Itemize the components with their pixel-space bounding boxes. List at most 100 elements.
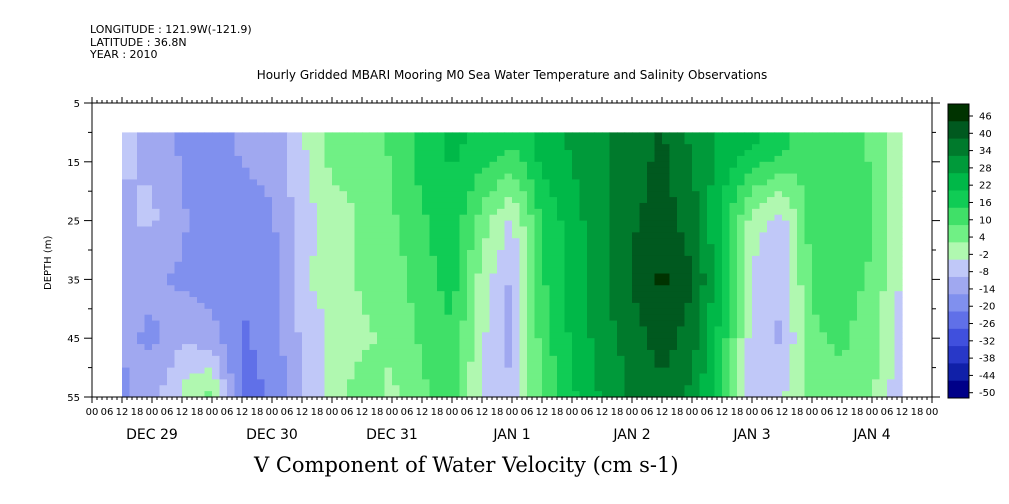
heat-cell bbox=[602, 191, 611, 198]
heat-cell bbox=[452, 138, 461, 145]
heat-cell bbox=[669, 273, 678, 280]
heat-cell bbox=[684, 138, 693, 145]
heat-cell bbox=[302, 197, 311, 204]
heat-cell bbox=[654, 344, 663, 351]
heat-cell bbox=[174, 385, 183, 392]
heat-cell bbox=[369, 385, 378, 392]
heat-cell bbox=[362, 197, 371, 204]
heat-cell bbox=[587, 197, 596, 204]
heat-cell bbox=[602, 220, 611, 228]
heat-cell bbox=[654, 173, 663, 181]
heat-cell bbox=[797, 161, 806, 169]
heat-cell bbox=[819, 367, 828, 375]
heat-cell bbox=[332, 314, 341, 322]
heat-cell bbox=[894, 220, 903, 228]
heat-cell bbox=[302, 244, 311, 251]
heat-cell bbox=[519, 273, 528, 280]
heat-cell bbox=[137, 220, 146, 228]
heat-cell bbox=[219, 349, 228, 357]
heat-cell bbox=[684, 132, 693, 139]
heat-cell bbox=[677, 238, 686, 245]
heat-cell bbox=[842, 214, 851, 222]
heat-cell bbox=[489, 220, 498, 228]
heat-cell bbox=[167, 285, 176, 292]
heat-cell bbox=[287, 367, 296, 375]
heat-cell bbox=[842, 273, 851, 280]
heat-cell bbox=[347, 255, 356, 263]
heat-cell bbox=[819, 344, 828, 351]
heat-cell bbox=[542, 349, 551, 357]
heat-cell bbox=[759, 385, 768, 392]
heat-cell bbox=[834, 155, 843, 163]
heat-cell bbox=[287, 291, 296, 298]
heat-cell bbox=[774, 132, 783, 139]
heat-cell bbox=[797, 297, 806, 304]
heat-cell bbox=[594, 232, 603, 239]
heat-cell bbox=[662, 320, 671, 328]
heat-cell bbox=[572, 208, 581, 216]
heat-cell bbox=[594, 214, 603, 222]
heat-cell bbox=[609, 150, 618, 157]
heat-cell bbox=[174, 367, 183, 375]
heat-cell bbox=[782, 255, 791, 263]
heat-cell bbox=[572, 261, 581, 269]
heat-cell bbox=[317, 349, 326, 357]
heat-cell bbox=[354, 150, 363, 157]
heat-cell bbox=[587, 144, 596, 151]
heat-cell bbox=[692, 302, 701, 310]
heat-cell bbox=[729, 297, 738, 304]
heat-cell bbox=[212, 197, 221, 204]
heat-cell bbox=[624, 361, 633, 369]
heat-cell bbox=[407, 332, 416, 339]
heat-cell bbox=[752, 144, 761, 151]
heat-cell bbox=[737, 220, 746, 228]
heat-cell bbox=[287, 155, 296, 163]
heat-cell bbox=[219, 302, 228, 310]
heat-cell bbox=[324, 291, 333, 298]
heat-cell bbox=[309, 144, 318, 151]
heat-cell bbox=[482, 238, 491, 245]
heat-cell bbox=[159, 338, 168, 345]
heat-cell bbox=[572, 144, 581, 151]
heat-cell bbox=[144, 391, 153, 398]
heat-cell bbox=[467, 291, 476, 298]
heat-cell bbox=[752, 338, 761, 345]
heat-cell bbox=[219, 308, 228, 316]
heat-cell bbox=[152, 244, 161, 251]
heat-cell bbox=[752, 167, 761, 175]
heat-cell bbox=[602, 279, 611, 286]
heat-cell bbox=[647, 326, 656, 333]
heat-cell bbox=[452, 197, 461, 204]
heat-cell bbox=[609, 355, 618, 363]
heat-cell bbox=[819, 255, 828, 263]
heat-cell bbox=[362, 355, 371, 363]
heat-cell bbox=[257, 349, 266, 357]
heat-cell bbox=[624, 155, 633, 163]
heatmap-cells bbox=[122, 132, 903, 398]
heat-cell bbox=[437, 150, 446, 157]
heat-cell bbox=[377, 385, 386, 392]
heat-cell bbox=[317, 155, 326, 163]
heat-cell bbox=[399, 132, 408, 139]
heat-cell bbox=[684, 150, 693, 157]
heat-cell bbox=[729, 267, 738, 275]
heat-cell bbox=[624, 279, 633, 286]
heat-cell bbox=[534, 208, 543, 216]
heat-cell bbox=[602, 314, 611, 322]
heat-cell bbox=[309, 338, 318, 345]
heat-cell bbox=[309, 385, 318, 392]
heat-cell bbox=[219, 185, 228, 192]
heat-cell bbox=[572, 273, 581, 280]
heat-cell bbox=[452, 285, 461, 292]
heat-cell bbox=[564, 155, 573, 163]
heat-cell bbox=[714, 155, 723, 163]
heat-cell bbox=[774, 344, 783, 351]
heat-cell bbox=[347, 261, 356, 269]
heat-cell bbox=[767, 238, 776, 245]
heat-cell bbox=[579, 314, 588, 322]
heat-cell bbox=[774, 291, 783, 298]
heat-cell bbox=[519, 185, 528, 192]
heat-cell bbox=[122, 308, 131, 316]
heat-cell bbox=[737, 314, 746, 322]
heat-cell bbox=[429, 197, 438, 204]
